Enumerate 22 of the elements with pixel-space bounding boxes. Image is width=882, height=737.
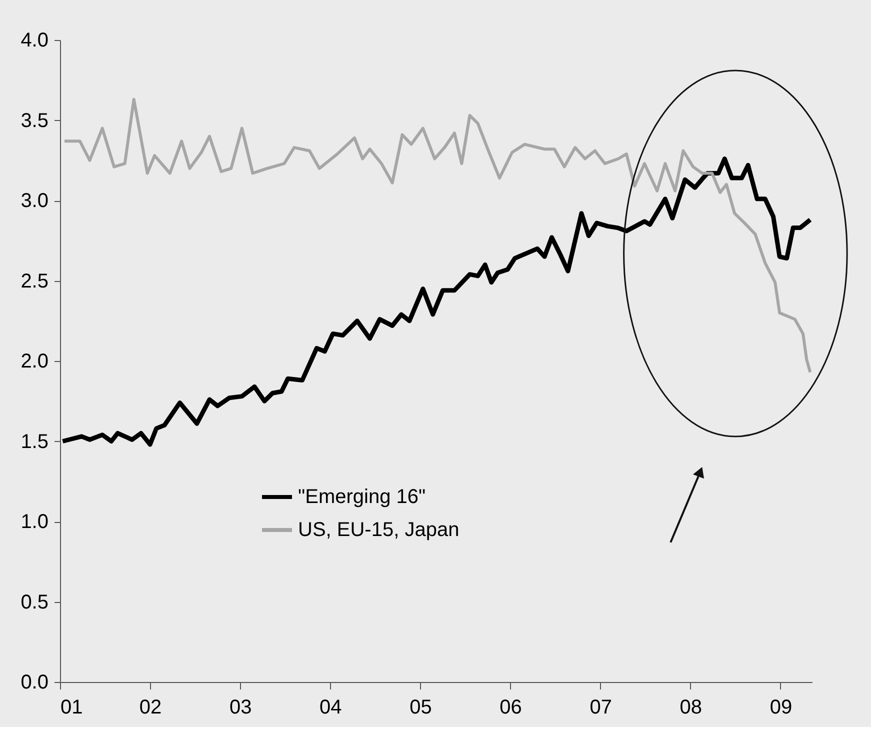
x-tick-label: 06: [500, 696, 522, 718]
x-tick-label: 08: [680, 696, 702, 718]
y-tick-label: 1.5: [20, 430, 48, 453]
x-tick-label: 02: [139, 696, 162, 718]
y-tick-label: 0.0: [20, 672, 48, 694]
line-series: [60, 156, 812, 447]
y-tick-label: 3.0: [20, 190, 48, 212]
y-tick-label: 3.5: [20, 110, 48, 132]
y-tick-label: 2.0: [20, 350, 48, 372]
x-tick-label: 04: [320, 696, 342, 718]
y-tick-label: 1.0: [20, 511, 48, 533]
x-tick-label: 05: [410, 696, 432, 718]
legend-label: US, EU-15, Japan: [298, 519, 460, 541]
line-series: [63, 98, 812, 374]
x-tick-label: 09: [770, 696, 792, 718]
y-tick-label: 0.5: [20, 591, 48, 614]
y-tick-label: 4.0: [20, 30, 48, 52]
x-tick-label: 03: [229, 696, 252, 718]
x-tick-label: 07: [590, 696, 612, 718]
x-tick-label: 01: [60, 696, 83, 718]
y-tick-label: 2.5: [20, 270, 48, 292]
legend-label: "Emerging 16": [298, 486, 426, 508]
